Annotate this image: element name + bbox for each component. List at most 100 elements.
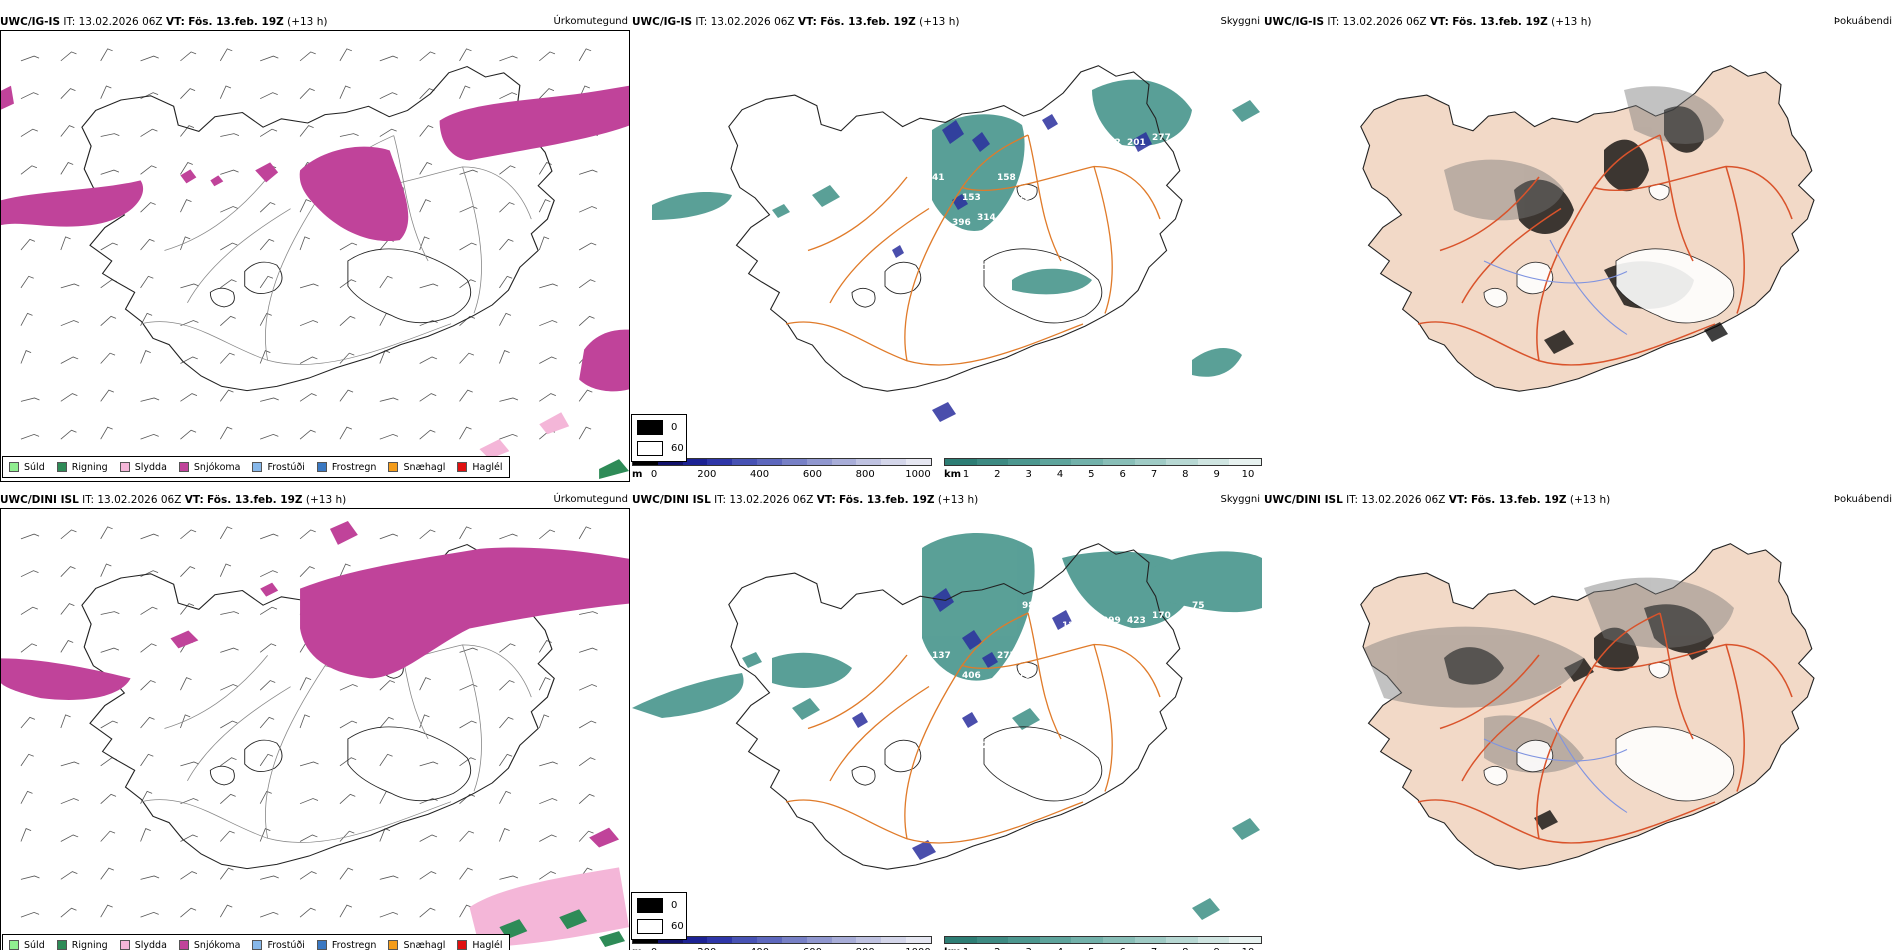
wind-barb bbox=[419, 283, 439, 289]
wind-barb bbox=[180, 907, 197, 918]
wind-barb bbox=[219, 389, 234, 402]
wind-barb bbox=[379, 533, 399, 540]
wind-barb bbox=[539, 871, 556, 880]
wind-barb bbox=[140, 606, 158, 615]
visibility-ticks: 1 2 3 4 5 6 7 8 9 10 bbox=[944, 946, 1262, 950]
visibility-colorbar bbox=[944, 458, 1262, 466]
wind-barb bbox=[259, 312, 272, 326]
wind-barb bbox=[60, 907, 77, 918]
visibility-map: 72 41 153 158 329 396 314 147 196 51 18 362 201 277 75… bbox=[632, 30, 1262, 450]
wind-barb bbox=[60, 566, 76, 577]
cloud-base-label: 137 bbox=[932, 651, 951, 661]
visibility-panel-ig: UWC/IG-IS IT: 13.02.2026 06Z VT: Fös. 13… bbox=[632, 14, 1262, 484]
wind-barb bbox=[538, 640, 552, 653]
wind-barb bbox=[299, 283, 319, 289]
wind-barb bbox=[20, 350, 32, 364]
fog-index-panel-ig: UWC/IG-IS IT: 13.02.2026 06Z VT: Fös. 13… bbox=[1264, 14, 1894, 484]
scale-tick-label: 9 bbox=[1213, 469, 1220, 480]
wind-barb bbox=[578, 526, 592, 540]
wind-barb bbox=[20, 433, 40, 440]
legend-item-snow: Snjókoma bbox=[178, 462, 240, 473]
cloud-base-label: 384 bbox=[952, 696, 971, 706]
fog-legend-item: 60 bbox=[637, 441, 684, 456]
wind-barb bbox=[299, 320, 319, 327]
wind-barb bbox=[499, 55, 518, 62]
wind-barb bbox=[180, 320, 199, 327]
visibility-panel-dini: UWC/DINI ISL IT: 13.02.2026 06Z VT: Fös.… bbox=[632, 492, 1262, 950]
wind-barb bbox=[220, 793, 236, 804]
wind-barb bbox=[20, 55, 40, 62]
wind-barb bbox=[140, 753, 154, 767]
vt-value: Fös. 13.feb. 19Z bbox=[188, 16, 284, 28]
scale-tick-label: 0 bbox=[650, 469, 658, 480]
wind-barb bbox=[60, 320, 79, 327]
fog-legend-item: 0 bbox=[637, 898, 677, 913]
wind-barb bbox=[539, 320, 558, 327]
vt-value: Fös. 13.feb. 19Z bbox=[839, 494, 935, 506]
wind-barb bbox=[140, 911, 159, 918]
wind-barb bbox=[140, 643, 157, 653]
wind-barb bbox=[299, 236, 310, 251]
legend-item-freezing-drizzle: Frostúði bbox=[252, 462, 305, 473]
wind-barbs bbox=[20, 48, 598, 440]
colorbar-step bbox=[633, 937, 658, 943]
legend-label: Snæhagl bbox=[403, 939, 446, 950]
wind-barb bbox=[140, 875, 160, 880]
wind-barb bbox=[459, 279, 476, 289]
legend-label: Súld bbox=[24, 461, 45, 473]
wind-barb bbox=[259, 828, 271, 842]
legend-swatch bbox=[388, 940, 399, 950]
wind-barb bbox=[60, 871, 78, 880]
wind-barb bbox=[140, 533, 159, 540]
visibility-map: 982 137 406 275 170 384 294 161 226 383 129 299 423 1… bbox=[632, 508, 1262, 928]
cloud-base-label: 75 bbox=[1192, 601, 1205, 611]
scale-tick-label: 10 bbox=[1241, 469, 1255, 480]
wind-barb bbox=[180, 798, 199, 805]
legend-item-sleet: Slydda bbox=[119, 462, 167, 473]
lead-time: (+13 h) bbox=[287, 16, 328, 28]
wind-barb bbox=[20, 828, 32, 842]
wind-barb bbox=[419, 714, 430, 729]
cloud-base-label: 147 bbox=[992, 238, 1011, 248]
wind-barb bbox=[339, 389, 354, 402]
scale-tick-label: 6 bbox=[1119, 947, 1125, 950]
scale-tick-label: 800 bbox=[855, 469, 875, 480]
wind-barb bbox=[299, 907, 316, 918]
precip-type-panel-ig: UWC/IG-IS IT: 13.02.2026 06Z VT: Fös. 13… bbox=[0, 14, 630, 484]
wind-barb bbox=[180, 603, 195, 615]
wind-barb bbox=[419, 162, 433, 175]
wind-barb bbox=[140, 828, 151, 842]
colorbar-step bbox=[976, 459, 1009, 465]
colorbar-step bbox=[856, 937, 882, 943]
wind-barb bbox=[20, 875, 40, 880]
visibility-unit: km bbox=[944, 469, 962, 480]
wind-barb bbox=[60, 603, 75, 615]
cloud-base-label: 423 bbox=[1127, 616, 1146, 626]
scale-tick-label: 8 bbox=[1182, 947, 1188, 950]
wind-barb bbox=[100, 48, 113, 62]
fog-legend-label: 60 bbox=[671, 443, 684, 454]
cloud-base-label: 176 bbox=[1112, 183, 1131, 193]
wind-barb bbox=[579, 169, 598, 175]
wind-barb bbox=[220, 830, 235, 842]
wind-barb bbox=[259, 350, 271, 364]
fog-map-canvas bbox=[1360, 65, 1815, 392]
wind-barb bbox=[180, 529, 197, 540]
wind-barb bbox=[539, 51, 556, 62]
wind-barb bbox=[578, 793, 595, 804]
wind-barb bbox=[379, 350, 391, 364]
cloud-base-labels: 982 137 406 275 170 384 294 161 226 383 129 299 423 1… bbox=[752, 601, 1205, 761]
lead-time: (+13 h) bbox=[1569, 494, 1611, 506]
colorbar-step bbox=[1102, 459, 1135, 465]
wind-barb bbox=[499, 716, 514, 729]
wind-barb bbox=[100, 315, 117, 326]
wind-barb bbox=[180, 566, 196, 577]
wind-barb bbox=[499, 165, 516, 175]
wind-barb bbox=[20, 790, 33, 804]
legend-swatch bbox=[252, 940, 263, 950]
wind-barb bbox=[339, 757, 357, 767]
wind-barb bbox=[379, 716, 394, 729]
legend-label: Haglél bbox=[472, 939, 503, 950]
wind-barb bbox=[499, 275, 513, 289]
wind-barb bbox=[459, 830, 475, 842]
